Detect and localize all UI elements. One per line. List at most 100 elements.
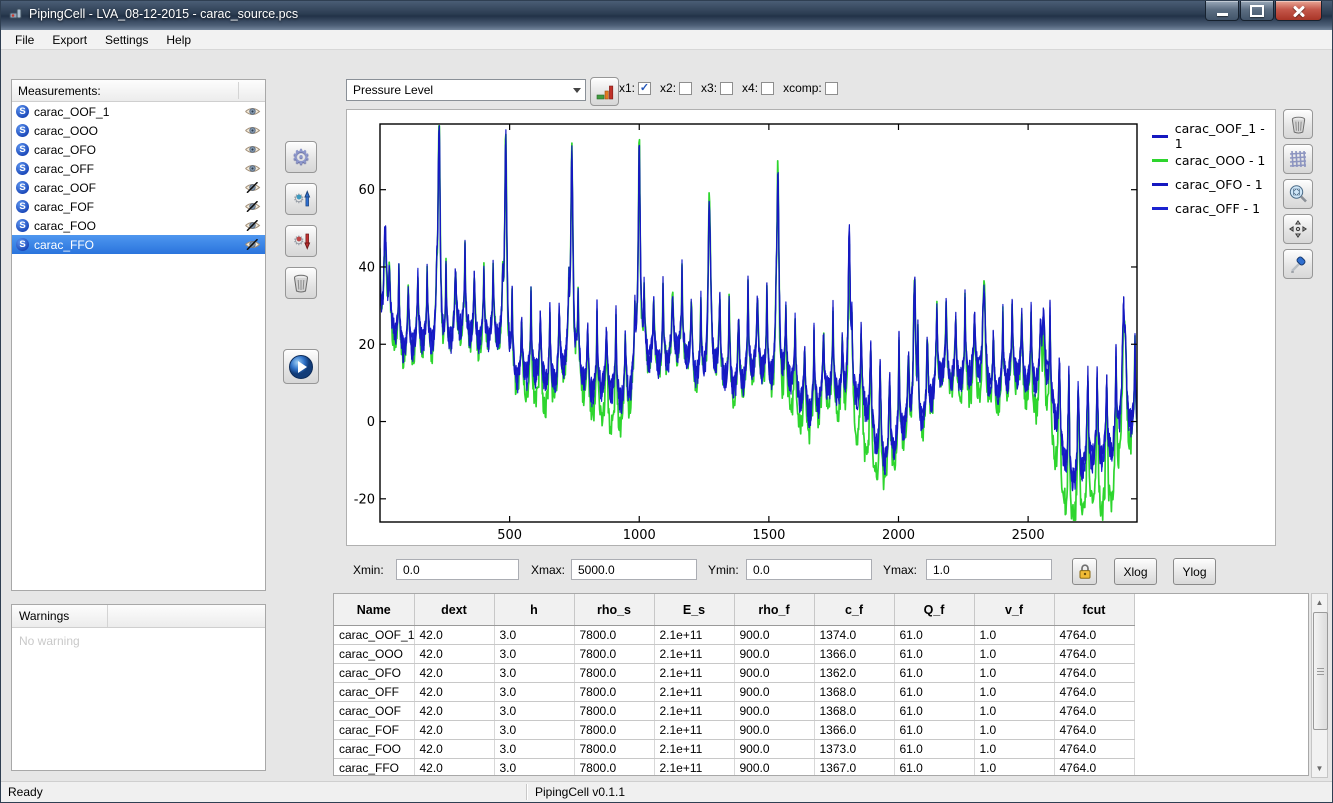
table-scrollbar[interactable]: ▲ ▼ — [1311, 593, 1328, 778]
table-cell[interactable]: carac_FOF — [334, 720, 415, 740]
table-cell[interactable]: 2.1e+11 — [654, 663, 735, 683]
table-cell[interactable]: 7800.0 — [574, 720, 655, 740]
table-cell[interactable]: 42.0 — [414, 644, 495, 664]
checkbox-x4[interactable]: x4: — [742, 81, 775, 95]
scroll-up-icon[interactable]: ▲ — [1315, 598, 1324, 607]
table-header-c_f[interactable]: c_f — [814, 594, 895, 626]
table-cell[interactable]: carac_OOF — [334, 701, 415, 721]
table-cell[interactable]: 1.0 — [974, 644, 1055, 664]
ymin-input[interactable] — [746, 559, 872, 580]
ylog-button[interactable]: Ylog — [1173, 558, 1216, 585]
table-cell[interactable]: 1.0 — [974, 739, 1055, 759]
table-cell[interactable]: 42.0 — [414, 720, 495, 740]
table-cell[interactable]: 2.1e+11 — [654, 644, 735, 664]
maximize-button[interactable] — [1240, 1, 1274, 21]
table-header-fcut[interactable]: fcut — [1054, 594, 1135, 626]
table-cell[interactable]: carac_OOO — [334, 644, 415, 664]
table-cell[interactable]: 1.0 — [974, 625, 1055, 645]
eye-hidden-icon[interactable] — [239, 220, 265, 231]
table-cell[interactable]: 61.0 — [894, 663, 975, 683]
table-cell[interactable]: 2.1e+11 — [654, 739, 735, 759]
table-cell[interactable]: 1362.0 — [814, 663, 895, 683]
eye-visible-icon[interactable] — [239, 144, 265, 155]
checkbox-unchecked-icon[interactable] — [720, 81, 734, 95]
table-cell[interactable]: carac_FOO — [334, 739, 415, 759]
table-cell[interactable]: 1.0 — [974, 720, 1055, 740]
series-type-select[interactable]: Pressure Level — [346, 79, 586, 101]
table-cell[interactable]: 61.0 — [894, 720, 975, 740]
table-cell[interactable]: 4764.0 — [1054, 644, 1135, 664]
table-cell[interactable]: 900.0 — [734, 701, 815, 721]
table-cell[interactable]: 7800.0 — [574, 758, 655, 775]
table-cell[interactable]: 42.0 — [414, 758, 495, 775]
table-cell[interactable]: 3.0 — [494, 758, 575, 775]
table-cell[interactable]: 3.0 — [494, 625, 575, 645]
table-cell[interactable]: 2.1e+11 — [654, 701, 735, 721]
table-cell[interactable]: 1.0 — [974, 701, 1055, 721]
eye-hidden-icon[interactable] — [239, 201, 265, 212]
table-cell[interactable]: 900.0 — [734, 625, 815, 645]
table-cell[interactable]: 1366.0 — [814, 644, 895, 664]
pan-button[interactable] — [1283, 214, 1313, 244]
chart-plot[interactable]: 500 1000 1500 2000 2500 -20 0 20 40 60 — [347, 110, 1275, 545]
picker-button[interactable] — [1283, 249, 1313, 279]
checkbox-checked-icon[interactable]: ✓ — [638, 81, 652, 95]
minimize-button[interactable] — [1205, 1, 1239, 21]
table-cell[interactable]: 1.0 — [974, 758, 1055, 775]
xmax-input[interactable] — [571, 559, 697, 580]
clear-plot-button[interactable] — [1283, 109, 1313, 139]
scrollbar-thumb[interactable] — [1313, 612, 1328, 730]
table-cell[interactable]: 42.0 — [414, 739, 495, 759]
table-cell[interactable]: 7800.0 — [574, 644, 655, 664]
checkbox-x2[interactable]: x2: — [660, 81, 693, 95]
table-header-v_f[interactable]: v_f — [974, 594, 1055, 626]
table-cell[interactable]: 42.0 — [414, 682, 495, 702]
table-header-E_s[interactable]: E_s — [654, 594, 735, 626]
table-header-Q_f[interactable]: Q_f — [894, 594, 975, 626]
table-cell[interactable]: 900.0 — [734, 758, 815, 775]
measurement-row-carac_OOF[interactable]: carac_OOF — [12, 178, 265, 197]
ymax-input[interactable] — [926, 559, 1052, 580]
table-cell[interactable]: 61.0 — [894, 701, 975, 721]
eye-visible-icon[interactable] — [239, 163, 265, 174]
table-cell[interactable]: 4764.0 — [1054, 663, 1135, 683]
settings-button[interactable]: ⚙ — [285, 141, 317, 173]
table-cell[interactable]: 7800.0 — [574, 739, 655, 759]
table-cell[interactable]: 1366.0 — [814, 720, 895, 740]
table-cell[interactable]: 4764.0 — [1054, 720, 1135, 740]
eye-hidden-icon[interactable] — [239, 239, 265, 250]
table-cell[interactable]: 1373.0 — [814, 739, 895, 759]
table-cell[interactable]: 1374.0 — [814, 625, 895, 645]
table-cell[interactable]: 61.0 — [894, 739, 975, 759]
checkbox-unchecked-icon[interactable] — [679, 81, 693, 95]
table-cell[interactable]: 3.0 — [494, 682, 575, 702]
toggle-grid-button[interactable] — [1283, 144, 1313, 174]
table-cell[interactable]: carac_FFO — [334, 758, 415, 775]
table-cell[interactable]: 1.0 — [974, 663, 1055, 683]
export-measurement-button[interactable]: ⚙ — [285, 183, 317, 215]
menu-item-help[interactable]: Help — [166, 32, 192, 47]
measurement-row-carac_OFO[interactable]: carac_OFO — [12, 140, 265, 159]
table-cell[interactable]: 900.0 — [734, 739, 815, 759]
zoom-button[interactable] — [1283, 179, 1313, 209]
xlog-button[interactable]: Xlog — [1114, 558, 1157, 585]
table-cell[interactable]: 4764.0 — [1054, 625, 1135, 645]
table-cell[interactable]: 1368.0 — [814, 682, 895, 702]
table-cell[interactable]: 3.0 — [494, 663, 575, 683]
table-cell[interactable]: 42.0 — [414, 701, 495, 721]
table-header-Name[interactable]: Name — [334, 594, 415, 626]
table-cell[interactable]: 3.0 — [494, 720, 575, 740]
measurement-row-carac_OFF[interactable]: carac_OFF — [12, 159, 265, 178]
table-cell[interactable]: 2.1e+11 — [654, 758, 735, 775]
scroll-down-icon[interactable]: ▼ — [1315, 764, 1324, 773]
table-header-dext[interactable]: dext — [414, 594, 495, 626]
table-header-h[interactable]: h — [494, 594, 575, 626]
table-cell[interactable]: 2.1e+11 — [654, 682, 735, 702]
table-cell[interactable]: 900.0 — [734, 644, 815, 664]
table-cell[interactable]: 1367.0 — [814, 758, 895, 775]
table-cell[interactable]: 61.0 — [894, 758, 975, 775]
lock-axes-button[interactable] — [1072, 558, 1097, 585]
measurement-row-carac_FFO[interactable]: carac_FFO — [12, 235, 265, 254]
table-cell[interactable]: 61.0 — [894, 625, 975, 645]
menu-item-settings[interactable]: Settings — [105, 32, 149, 47]
